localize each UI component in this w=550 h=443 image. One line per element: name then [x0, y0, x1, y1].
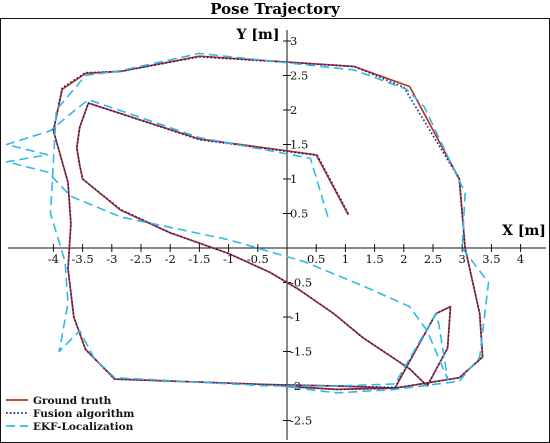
axes: -4 -3.5 -3 -2.5 -2 -1.5 -1 -0.5 0.5 1 1.5 2 2.5 3 3.5 4… [8, 30, 546, 440]
y-tick-label: 0.5 [290, 207, 308, 221]
legend-label: Ground truth [33, 395, 112, 407]
y-tick-label: 2 [290, 103, 297, 117]
y-tick-label: -1 [290, 310, 301, 324]
chart-title: Pose Trajectory [210, 0, 341, 18]
legend-label: Fusion algorithm [33, 408, 134, 420]
x-axis-label: X [m] [502, 223, 546, 239]
x-tick-label: 1 [342, 252, 349, 266]
y-tick-label: 1.5 [290, 138, 308, 152]
ground-truth-line [52, 55, 484, 391]
y-tick-label: 1 [290, 172, 297, 186]
series-layer [5, 52, 490, 394]
x-tick-label: -3 [106, 252, 117, 266]
legend-label: EKF-Localization [33, 421, 134, 433]
y-tick-label: -2.5 [290, 414, 312, 428]
x-tick-label: 2.5 [424, 252, 442, 266]
x-tick-label: -0.5 [247, 252, 269, 266]
x-tick-label: -3.5 [72, 252, 94, 266]
x-tick-label: 3 [459, 252, 466, 266]
plot-frame [0, 18, 550, 443]
x-tick-label: -2 [165, 252, 176, 266]
x-tick-label: -2.5 [130, 252, 152, 266]
y-tick-label: -1.5 [290, 345, 312, 359]
x-tick-label: -1 [223, 252, 234, 266]
x-tick-label: 4 [517, 252, 524, 266]
x-tick-label: -1.5 [188, 252, 210, 266]
x-tick-label: 0.5 [307, 252, 325, 266]
x-tick-label: -4 [48, 252, 59, 266]
y-axis-label: Y [m] [236, 27, 280, 43]
x-tick-label: 3.5 [482, 252, 500, 266]
y-tick-label: 2.5 [290, 69, 308, 83]
ekf-localization-line [5, 52, 490, 394]
x-tick-label: 2 [400, 252, 407, 266]
x-tick-label: 1.5 [365, 252, 383, 266]
y-tick-label: 3 [290, 34, 297, 48]
y-tick-label: -0.5 [290, 276, 312, 290]
fusion-algorithm-line [52, 56, 484, 391]
